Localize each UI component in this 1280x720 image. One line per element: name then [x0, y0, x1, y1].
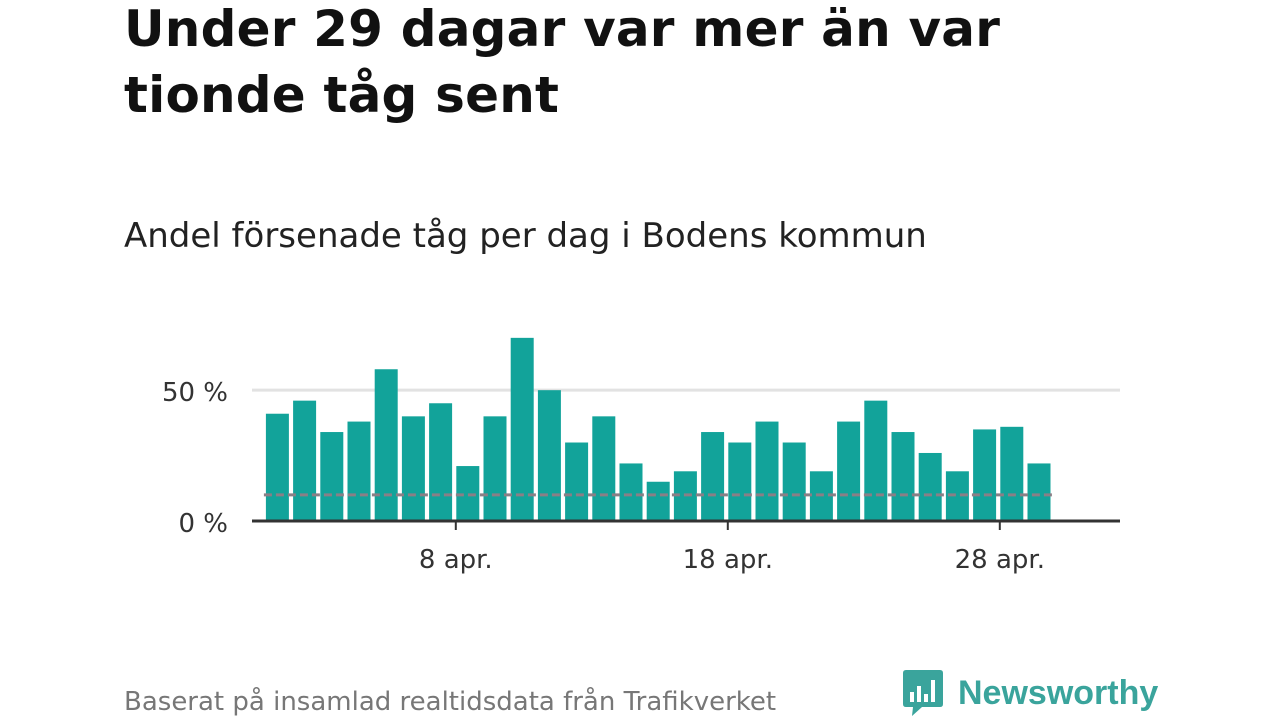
- x-tick-label: 28 apr.: [955, 545, 1045, 575]
- bar: [510, 337, 534, 521]
- bar: [429, 403, 453, 521]
- y-tick-label: 0 %: [178, 509, 228, 539]
- bar: [891, 432, 915, 521]
- bar: [1027, 463, 1051, 521]
- chart-title: Under 29 dagar var mer än var tionde tåg…: [124, 0, 1001, 124]
- bar: [619, 463, 643, 521]
- bar-chart: 0 % 50 % 8 apr. 18 apr. 28 apr.: [162, 337, 1120, 575]
- brand: Newsworthy: [902, 668, 1158, 718]
- brand-name: Newsworthy: [958, 673, 1159, 712]
- y-tick-label: 50 %: [162, 378, 228, 408]
- x-tick-label: 18 apr.: [683, 545, 773, 575]
- newsworthy-logo-icon: [903, 670, 943, 716]
- bar: [646, 481, 670, 521]
- source-note: Baserat på insamlad realtidsdata från Tr…: [124, 687, 777, 717]
- bar: [293, 400, 317, 521]
- bar: [782, 442, 806, 521]
- bar: [320, 432, 344, 521]
- x-tick-label: 8 apr.: [419, 545, 493, 575]
- bar: [537, 390, 561, 521]
- chart-subtitle: Andel försenade tåg per dag i Bodens kom…: [124, 216, 927, 256]
- bar: [456, 466, 480, 521]
- bar: [701, 432, 725, 521]
- bar: [864, 400, 888, 521]
- bar: [401, 416, 425, 521]
- bar: [374, 369, 398, 521]
- bar: [347, 421, 371, 521]
- bar: [728, 442, 752, 521]
- bar: [265, 413, 289, 521]
- bar: [837, 421, 861, 521]
- bar: [565, 442, 589, 521]
- bar: [1000, 426, 1024, 521]
- bar: [945, 471, 969, 521]
- bar: [918, 452, 942, 521]
- bar: [483, 416, 507, 521]
- bar: [755, 421, 779, 521]
- bar: [973, 429, 997, 521]
- bar: [592, 416, 616, 521]
